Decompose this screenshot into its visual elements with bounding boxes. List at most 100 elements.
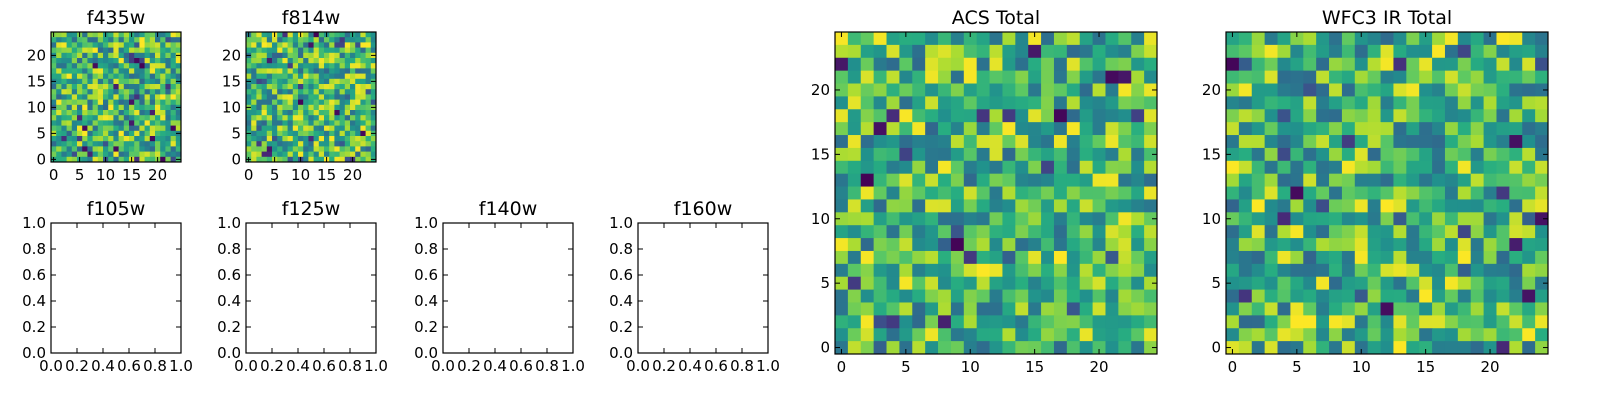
- heatmap-cell: [1406, 122, 1420, 136]
- heatmap-cell: [87, 146, 93, 152]
- heatmap-cell: [1264, 302, 1278, 316]
- heatmap-cell: [1522, 225, 1536, 239]
- heatmap-cell: [1290, 341, 1304, 355]
- heatmap-cell: [256, 42, 262, 48]
- heatmap-cell: [1251, 263, 1266, 278]
- heatmap-cell: [1509, 238, 1523, 252]
- heatmap-cell: [261, 104, 268, 111]
- heatmap-cell: [108, 89, 114, 95]
- heatmap-cell: [282, 32, 288, 38]
- heatmap-cell: [1118, 238, 1132, 252]
- heatmap-cell: [1053, 83, 1068, 97]
- heatmap-cell: [847, 199, 862, 213]
- heatmap-cell: [61, 156, 67, 163]
- heatmap-cell: [1118, 225, 1132, 239]
- heatmap-cell: [339, 130, 346, 137]
- heatmap-cell: [251, 63, 257, 69]
- heatmap-cell: [1483, 263, 1497, 278]
- y-tick-label: 15: [1202, 145, 1221, 163]
- heatmap-cell: [360, 42, 366, 48]
- heatmap-cell: [1066, 212, 1081, 226]
- heatmap-cell: [139, 99, 145, 106]
- heatmap-cell: [1290, 238, 1304, 252]
- heatmap-cell: [277, 52, 283, 59]
- heatmap-cell: [292, 78, 299, 85]
- heatmap-cell: [51, 73, 57, 80]
- heatmap-cell: [251, 110, 257, 116]
- heatmap-cell: [51, 146, 57, 152]
- heatmap-cell: [1066, 147, 1081, 162]
- heatmap-cell: [1380, 276, 1394, 290]
- y-tick-label: 5: [1211, 274, 1221, 292]
- heatmap-cell: [1509, 109, 1523, 123]
- heatmap-cell: [1444, 160, 1459, 175]
- heatmap-cell: [1496, 186, 1510, 200]
- heatmap-cell: [1470, 225, 1484, 239]
- axes-frame: [442, 222, 574, 354]
- heatmap-cell: [1432, 135, 1446, 149]
- heatmap-cell: [1066, 315, 1081, 329]
- heatmap-cell: [1432, 276, 1446, 290]
- heatmap-cell: [1509, 160, 1523, 175]
- heatmap-cell: [256, 130, 262, 137]
- heatmap-cell: [1457, 70, 1472, 84]
- heatmap-cell: [313, 94, 320, 100]
- heatmap-cell: [950, 122, 965, 136]
- heatmap-cell: [134, 84, 140, 90]
- heatmap-cell: [873, 122, 887, 136]
- heatmap-cell: [272, 115, 278, 121]
- heatmap-cell: [66, 110, 73, 116]
- heatmap-cell: [313, 136, 320, 142]
- heatmap-cell: [1079, 315, 1093, 329]
- x-tick-label: 0.2: [260, 357, 284, 375]
- heatmap-cell: [1341, 57, 1356, 72]
- heatmap-cell: [251, 99, 257, 106]
- heatmap-cell: [1483, 44, 1497, 59]
- heatmap-cell: [66, 125, 73, 132]
- heatmap-cell: [77, 125, 83, 132]
- heatmap-cell: [1444, 276, 1459, 290]
- heatmap-cell: [266, 84, 273, 90]
- heatmap-cell: [1028, 225, 1042, 239]
- heatmap-cell: [329, 104, 335, 111]
- heatmap-cell: [886, 44, 900, 59]
- heatmap-cell: [1264, 122, 1278, 136]
- x-tick-label: 10: [291, 166, 310, 184]
- heatmap-cell: [108, 94, 114, 100]
- heatmap-cell: [56, 99, 62, 106]
- heatmap-cell: [308, 89, 314, 95]
- x-tick-label: 5: [1292, 358, 1302, 376]
- heatmap-cell: [1238, 96, 1253, 110]
- heatmap-cell: [1079, 225, 1093, 239]
- heatmap-cell: [938, 57, 952, 72]
- heatmap-cell: [899, 276, 913, 290]
- heatmap-cell: [344, 63, 351, 69]
- heatmap-cell: [246, 68, 252, 74]
- heatmap-cell: [1118, 186, 1132, 200]
- heatmap-cell: [1290, 122, 1304, 136]
- heatmap-cell: [1406, 238, 1420, 252]
- heatmap-cell: [1329, 109, 1343, 123]
- heatmap-cell: [963, 83, 978, 97]
- heatmap-cell: [313, 104, 320, 111]
- heatmap-cell: [256, 110, 262, 116]
- heatmap-cell: [1483, 315, 1497, 329]
- heatmap-cell: [144, 68, 151, 74]
- heatmap-cell: [324, 52, 330, 59]
- heatmap-cell: [886, 315, 900, 329]
- heatmap-cell: [103, 110, 109, 116]
- heatmap-cell: [272, 94, 278, 100]
- heatmap-cell: [1303, 96, 1317, 110]
- heatmap-cell: [1406, 70, 1420, 84]
- heatmap-cell: [360, 89, 366, 95]
- heatmap-cell: [1303, 44, 1317, 59]
- heatmap-cell: [308, 110, 314, 116]
- heatmap-cell: [303, 110, 309, 116]
- heatmap-cell: [1277, 302, 1291, 316]
- heatmap-cell: [1509, 328, 1523, 342]
- heatmap-cell: [989, 250, 1003, 265]
- heatmap-cell: [123, 130, 130, 137]
- heatmap-cell: [313, 84, 320, 90]
- heatmap-cell: [950, 44, 965, 59]
- heatmap-cell: [344, 156, 351, 163]
